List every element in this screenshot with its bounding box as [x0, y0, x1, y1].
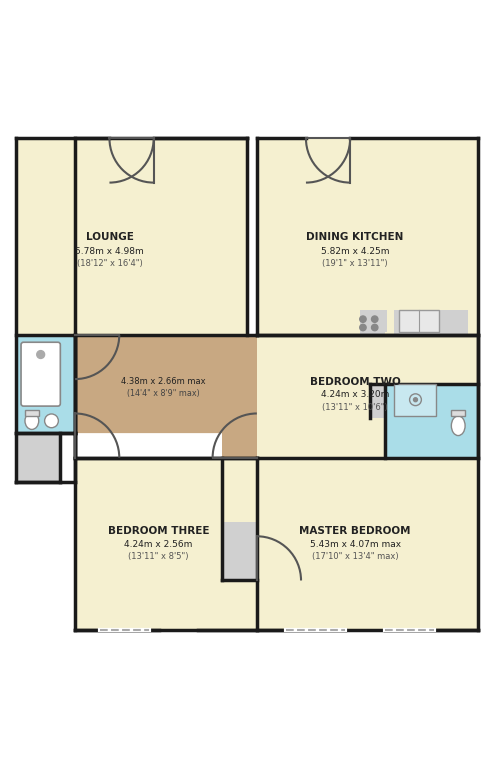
Text: LOUNGE: LOUNGE: [85, 232, 133, 242]
Bar: [370, 384, 384, 419]
Text: 4.24m x 3.20m: 4.24m x 3.20m: [321, 390, 389, 399]
Bar: [360, 310, 384, 335]
Bar: [257, 335, 478, 458]
Bar: [16, 335, 75, 433]
Polygon shape: [75, 335, 257, 458]
Bar: [257, 458, 478, 630]
Text: (18'12" x 16'4"): (18'12" x 16'4"): [77, 259, 142, 268]
Text: 4.38m x 2.66m max: 4.38m x 2.66m max: [121, 377, 206, 386]
Bar: [394, 384, 436, 416]
Ellipse shape: [452, 416, 465, 435]
Circle shape: [413, 398, 417, 402]
Circle shape: [371, 324, 378, 331]
Text: (19'1" x 13'11"): (19'1" x 13'11"): [322, 259, 388, 268]
Bar: [394, 384, 436, 416]
Bar: [16, 335, 75, 433]
Bar: [360, 310, 387, 333]
Text: (17'10" x 13'4" max): (17'10" x 13'4" max): [312, 552, 398, 561]
Bar: [394, 310, 468, 335]
Circle shape: [37, 351, 44, 359]
Text: 5.43m x 4.07m max: 5.43m x 4.07m max: [310, 540, 401, 549]
Text: BEDROOM THREE: BEDROOM THREE: [108, 526, 209, 536]
Text: 5.82m x 4.25m: 5.82m x 4.25m: [321, 247, 389, 256]
Bar: [384, 384, 478, 458]
Text: BEDROOM TWO: BEDROOM TWO: [310, 376, 401, 386]
Ellipse shape: [44, 414, 58, 428]
Text: DINING KITCHEN: DINING KITCHEN: [306, 232, 404, 242]
Bar: [25, 410, 39, 416]
Bar: [16, 433, 60, 482]
Bar: [16, 433, 60, 482]
Text: MASTER BEDROOM: MASTER BEDROOM: [299, 526, 411, 536]
Text: (13'11" x 8'5"): (13'11" x 8'5"): [128, 552, 189, 561]
Bar: [16, 138, 247, 335]
Bar: [452, 410, 465, 416]
FancyBboxPatch shape: [21, 343, 60, 406]
Circle shape: [360, 316, 366, 323]
Bar: [222, 521, 257, 581]
Circle shape: [360, 324, 366, 331]
Text: 5.78m x 4.98m: 5.78m x 4.98m: [75, 247, 144, 256]
Bar: [399, 310, 439, 333]
Ellipse shape: [25, 412, 39, 429]
Text: (13'11" x 10'6"): (13'11" x 10'6"): [322, 402, 388, 412]
Bar: [257, 138, 478, 335]
Polygon shape: [75, 335, 257, 458]
Bar: [75, 458, 257, 630]
Text: 4.24m x 2.56m: 4.24m x 2.56m: [124, 540, 193, 549]
Bar: [399, 310, 439, 333]
Text: (14'4" x 8'9" max): (14'4" x 8'9" max): [127, 389, 200, 399]
Circle shape: [371, 316, 378, 323]
